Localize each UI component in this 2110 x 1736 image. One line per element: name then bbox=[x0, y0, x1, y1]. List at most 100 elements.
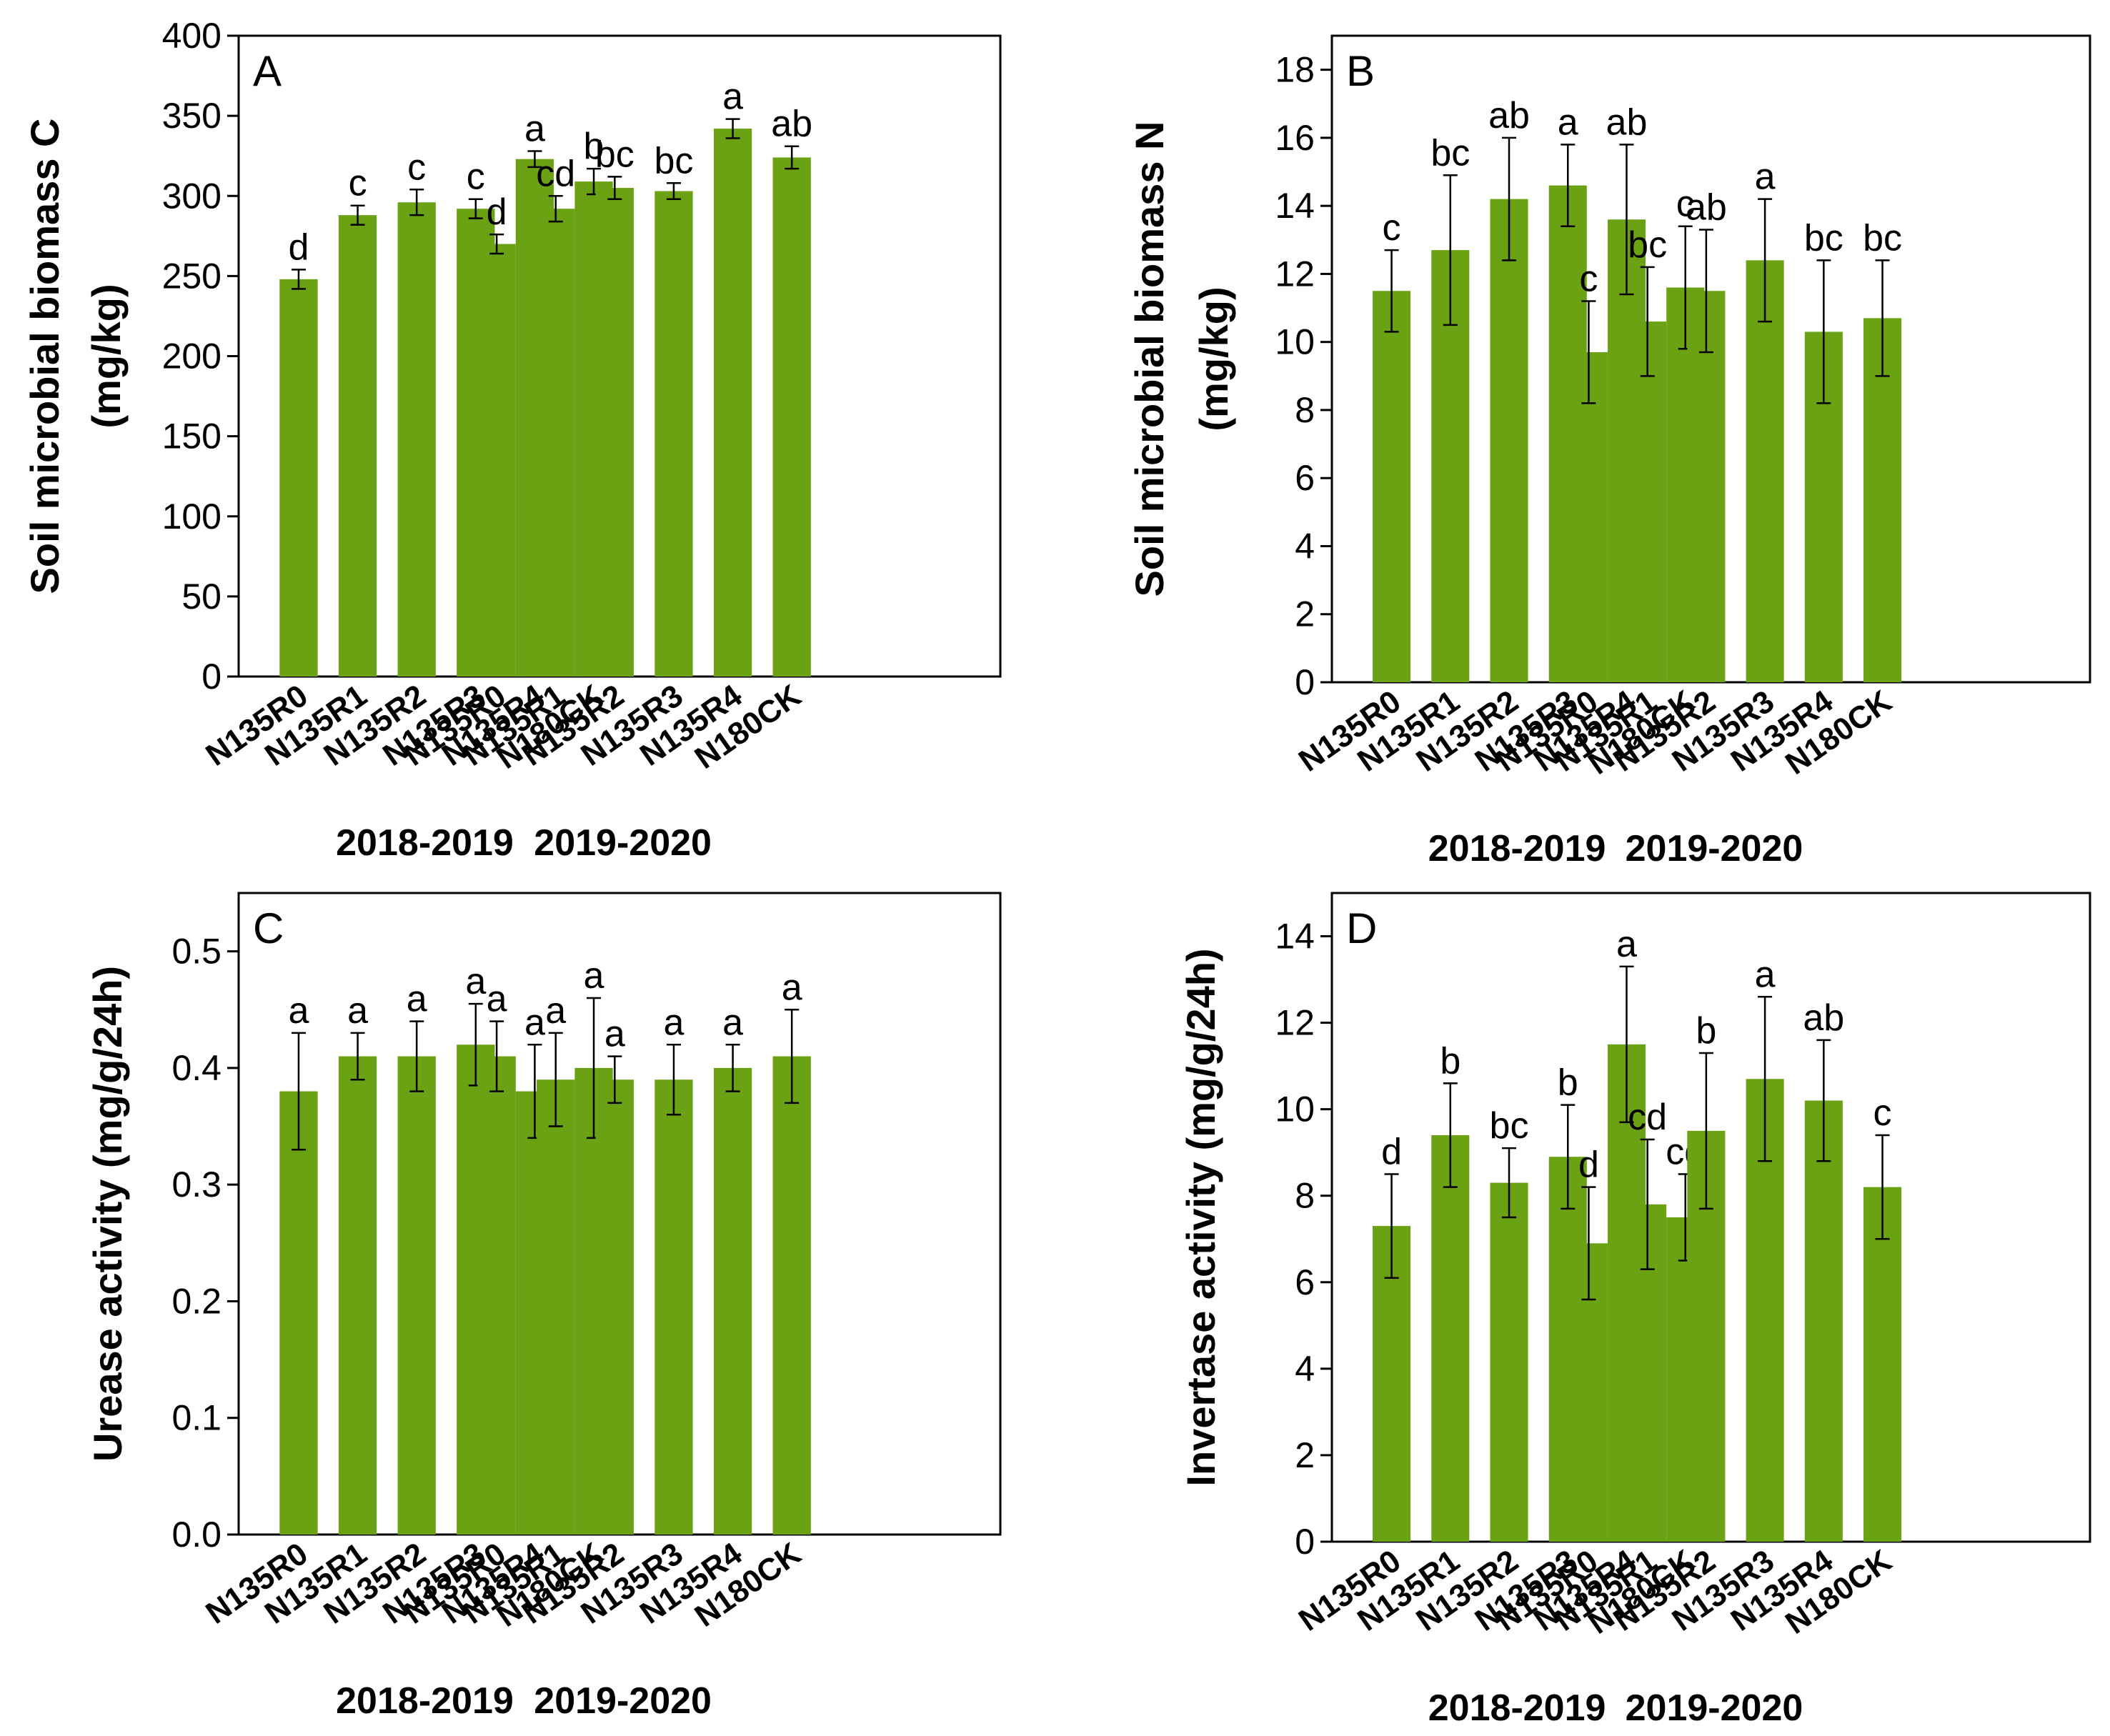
significance-label: a bbox=[1558, 101, 1578, 143]
bar-2018-2019-N135R0 bbox=[1373, 291, 1411, 683]
panel-label: A bbox=[253, 47, 282, 95]
significance-label: a bbox=[782, 967, 802, 1008]
y-tick-label: 10 bbox=[1275, 322, 1315, 362]
y-tick-label: 16 bbox=[1275, 118, 1315, 158]
y-axis-label: Soil microbial biomass C bbox=[22, 119, 67, 594]
y-tick-label: 300 bbox=[162, 176, 222, 216]
bar-2019-2020-N180CK bbox=[772, 1056, 811, 1535]
y-tick-label: 4 bbox=[1295, 1349, 1315, 1389]
y-axis-label: Invertase activity (mg/g/24h) bbox=[1178, 948, 1223, 1486]
y-tick-label: 8 bbox=[1295, 390, 1315, 430]
y-tick-label: 2 bbox=[1295, 1435, 1315, 1475]
y-tick-label: 0.1 bbox=[171, 1398, 222, 1438]
bar-2018-2019-N135R2 bbox=[397, 202, 436, 677]
bar-2019-2020-N135R4 bbox=[1804, 1100, 1843, 1542]
significance-label: c bbox=[1873, 1092, 1892, 1134]
y-tick-label: 12 bbox=[1275, 1003, 1315, 1043]
bar-2018-2019-N135R1 bbox=[1431, 1134, 1470, 1542]
x-group-label: 2019-2020 bbox=[534, 1680, 712, 1722]
significance-label: a bbox=[722, 1002, 743, 1043]
significance-label: d bbox=[1381, 1131, 1402, 1172]
significance-label: ab bbox=[1686, 187, 1727, 229]
y-tick-label: 4 bbox=[1295, 526, 1315, 566]
x-group-label: 2018-2019 bbox=[1428, 828, 1606, 869]
significance-label: c bbox=[467, 156, 485, 198]
significance-label: a bbox=[524, 1002, 545, 1043]
significance-label: a bbox=[465, 961, 486, 1002]
significance-label: a bbox=[487, 979, 507, 1020]
significance-label: c bbox=[1676, 184, 1695, 225]
chart-panel-c: C 0.0 0.1 0.2 0.3 0.4 0.5 Urease activity (mg/g… bbox=[85, 892, 1002, 1722]
y-axis-label: (mg/kg) bbox=[84, 284, 129, 428]
panel-label: D bbox=[1346, 904, 1377, 952]
significance-label: bc bbox=[1430, 132, 1470, 174]
significance-label: c bbox=[407, 146, 426, 188]
significance-label: a bbox=[524, 108, 545, 149]
bar-2019-2020-N135R0 bbox=[477, 244, 516, 677]
significance-label: a bbox=[288, 990, 309, 1032]
significance-label: a bbox=[407, 979, 427, 1020]
significance-label: a bbox=[1616, 924, 1637, 965]
significance-label: bc bbox=[595, 134, 635, 175]
bar-2018-2019-N135R2 bbox=[1490, 199, 1528, 682]
significance-label: ab bbox=[771, 104, 812, 145]
significance-label: d bbox=[1578, 1144, 1599, 1186]
significance-label: a bbox=[663, 1002, 684, 1043]
y-tick-label: 6 bbox=[1295, 458, 1315, 498]
bar-2018-2019-N135R1 bbox=[338, 215, 377, 677]
significance-label: c bbox=[1579, 259, 1598, 300]
significance-label: b bbox=[1696, 1010, 1716, 1052]
significance-label: a bbox=[604, 1014, 625, 1055]
bar-2019-2020-N135R1 bbox=[537, 1079, 575, 1535]
y-tick-label: 200 bbox=[162, 336, 222, 376]
bar-2019-2020-N135R3 bbox=[655, 1079, 693, 1535]
y-tick-label: 100 bbox=[162, 497, 222, 537]
y-tick-label: 150 bbox=[162, 416, 222, 457]
bar-2019-2020-N135R1 bbox=[537, 209, 575, 677]
y-tick-label: 0.5 bbox=[171, 932, 222, 972]
y-tick-label: 0.2 bbox=[171, 1281, 222, 1321]
significance-label: a bbox=[584, 955, 604, 997]
y-tick-label: 0.3 bbox=[171, 1164, 222, 1204]
y-tick-label: 0.4 bbox=[171, 1048, 222, 1088]
bar-2019-2020-N135R2 bbox=[595, 1079, 634, 1535]
significance-label: a bbox=[1755, 954, 1776, 995]
significance-label: a bbox=[1755, 156, 1776, 198]
y-tick-label: 0 bbox=[201, 657, 222, 697]
significance-label: ab bbox=[1488, 95, 1530, 136]
y-tick-label: 0.0 bbox=[171, 1515, 222, 1555]
bar-2019-2020-N135R1 bbox=[1628, 321, 1667, 682]
y-tick-label: 8 bbox=[1295, 1176, 1315, 1216]
x-group-label: 2018-2019 bbox=[336, 822, 514, 864]
significance-label: bc bbox=[654, 140, 693, 181]
significance-label: b bbox=[1440, 1040, 1460, 1082]
significance-label: bc bbox=[1804, 217, 1843, 259]
y-tick-label: 12 bbox=[1275, 254, 1315, 294]
bar-2019-2020-N135R0 bbox=[1569, 351, 1608, 682]
y-tick-label: 2 bbox=[1295, 594, 1315, 634]
bar-2019-2020-N135R2 bbox=[595, 188, 634, 677]
bar-2018-2019-N135R2 bbox=[1490, 1182, 1528, 1542]
y-tick-label: 250 bbox=[162, 256, 222, 296]
y-tick-label: 14 bbox=[1275, 186, 1315, 226]
significance-label: cd bbox=[536, 153, 575, 194]
y-tick-label: 0 bbox=[1295, 662, 1315, 702]
bar-2019-2020-N180CK bbox=[1863, 1187, 1902, 1542]
bar-2018-2019-N135R1 bbox=[338, 1056, 377, 1535]
bar-2018-2019-N135R0 bbox=[279, 1091, 318, 1535]
significance-label: bc bbox=[1490, 1105, 1529, 1147]
significance-label: d bbox=[487, 191, 507, 233]
bar-2018-2019-N135R2 bbox=[397, 1056, 436, 1535]
y-axis-label: Soil microbial biomass N bbox=[1127, 121, 1172, 597]
bar-2019-2020-N180CK bbox=[1863, 318, 1902, 682]
y-tick-label: 350 bbox=[162, 96, 222, 136]
y-tick-label: 6 bbox=[1295, 1262, 1315, 1302]
x-group-label: 2018-2019 bbox=[1428, 1687, 1606, 1729]
y-axis-label: Urease activity (mg/g/24h) bbox=[85, 966, 130, 1462]
chart-panel-a: A 0 50 100 150 200 250 300 350 400 Soil microbial … bbox=[22, 16, 1002, 864]
bar-2019-2020-N135R2 bbox=[1687, 291, 1726, 683]
significance-label: cd bbox=[1628, 1097, 1667, 1138]
y-axis-label: (mg/kg) bbox=[1191, 286, 1236, 431]
significance-label: c bbox=[1383, 207, 1401, 249]
